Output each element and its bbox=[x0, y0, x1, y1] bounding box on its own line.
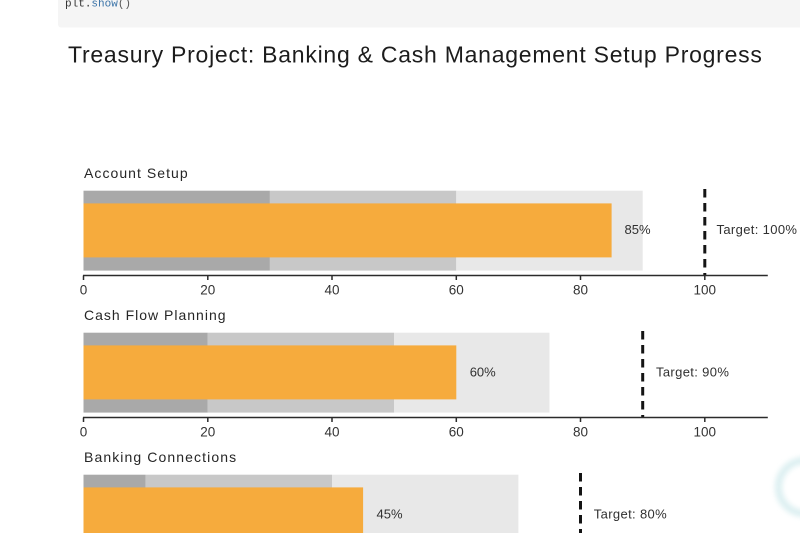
svg-text:20: 20 bbox=[200, 282, 215, 297]
svg-text:plt.show(): plt.show() bbox=[65, 0, 131, 10]
svg-text:80: 80 bbox=[573, 282, 588, 297]
svg-text:Banking Connections: Banking Connections bbox=[84, 449, 237, 465]
svg-text:Target: 90%: Target: 90% bbox=[656, 365, 729, 380]
svg-text:Target: 80%: Target: 80% bbox=[594, 507, 667, 522]
svg-text:60: 60 bbox=[449, 282, 464, 297]
svg-text:100: 100 bbox=[694, 282, 717, 297]
svg-text:60: 60 bbox=[449, 424, 464, 439]
svg-text:40: 40 bbox=[324, 424, 339, 439]
svg-text:0: 0 bbox=[80, 424, 88, 439]
svg-text:0: 0 bbox=[80, 282, 88, 297]
svg-text:80: 80 bbox=[573, 424, 588, 439]
svg-text:Cash Flow Planning: Cash Flow Planning bbox=[84, 307, 227, 323]
svg-text:45%: 45% bbox=[377, 507, 403, 522]
svg-text:Target: 100%: Target: 100% bbox=[717, 222, 798, 237]
svg-text:Account Setup: Account Setup bbox=[84, 165, 189, 181]
svg-text:60%: 60% bbox=[470, 365, 496, 380]
svg-text:40: 40 bbox=[324, 282, 339, 297]
svg-text:Treasury Project: Banking & Ca: Treasury Project: Banking & Cash Managem… bbox=[68, 42, 763, 68]
svg-text:20: 20 bbox=[200, 424, 215, 439]
svg-text:85%: 85% bbox=[625, 222, 651, 237]
svg-text:100: 100 bbox=[694, 424, 717, 439]
